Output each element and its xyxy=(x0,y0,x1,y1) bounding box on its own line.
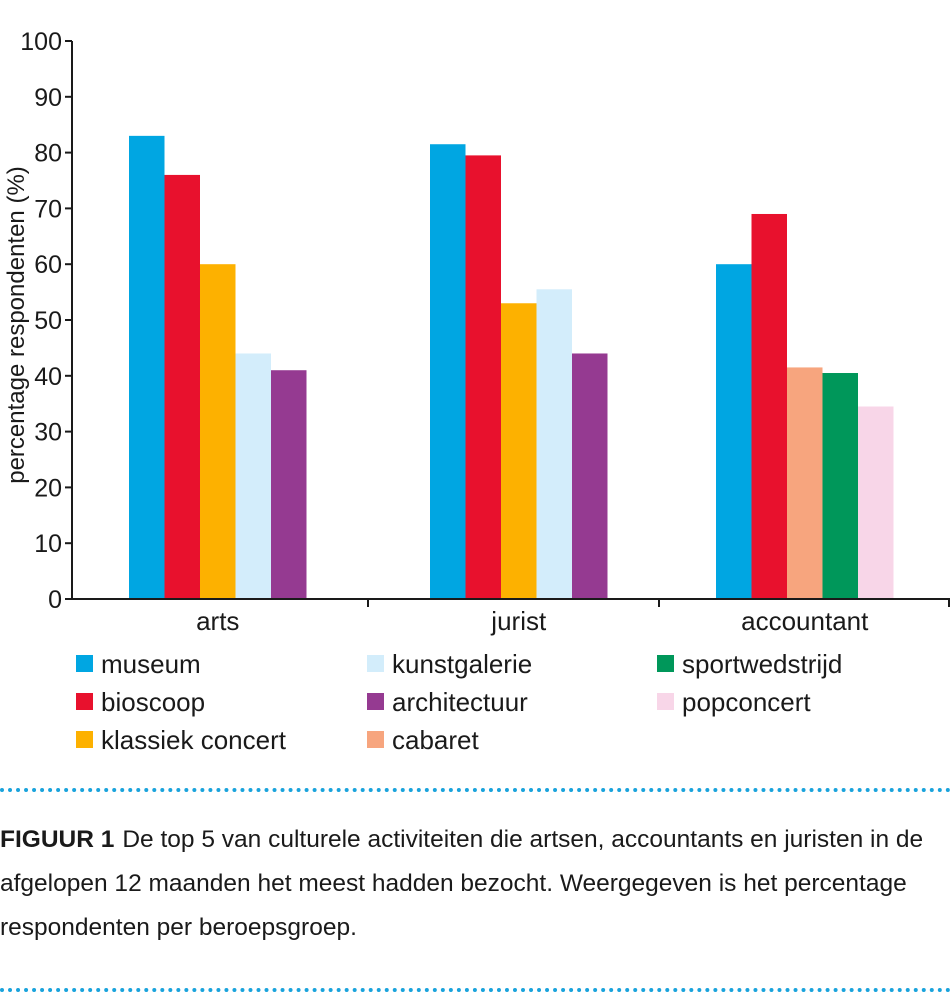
bar-arts-kunstgalerie xyxy=(235,353,271,599)
bar-accountant-cabaret xyxy=(787,367,823,599)
y-axis-ticks: 0 10 20 30 40 50 60 70 80 90 100 xyxy=(20,28,72,614)
bar-accountant-bioscoop xyxy=(751,213,787,600)
bar-accountant-sportwedstrijd xyxy=(822,373,858,599)
legend-label-popconcert: popconcert xyxy=(682,687,811,717)
legend-swatch-museum xyxy=(76,655,93,672)
legend-label-architectuur: architectuur xyxy=(392,687,528,717)
bar-accountant-popconcert xyxy=(858,406,894,599)
y-tick-label: 60 xyxy=(34,251,62,279)
y-tick-label: 20 xyxy=(34,474,62,502)
bars xyxy=(129,135,894,600)
figure-caption: FIGUUR 1 De top 5 van culturele activitei… xyxy=(0,818,951,950)
bar-chart: percentage respondenten (%) 0 10 20 30 40 50 6… xyxy=(3,28,950,755)
legend-label-museum: museum xyxy=(101,649,201,679)
legend-label-bioscoop: bioscoop xyxy=(101,687,205,717)
category-label-accountant: accountant xyxy=(741,606,869,636)
divider-bottom xyxy=(0,988,951,992)
bar-jurist-kunstgalerie xyxy=(536,289,572,599)
bar-jurist-museum xyxy=(430,144,466,600)
bar-arts-klassiek-concert xyxy=(200,264,236,599)
y-tick-label: 10 xyxy=(34,530,62,558)
legend-swatch-popconcert xyxy=(657,693,674,710)
y-tick-label: 90 xyxy=(34,84,62,112)
bar-jurist-klassiek-concert xyxy=(501,303,537,599)
y-tick-label: 40 xyxy=(34,363,62,391)
category-label-arts: arts xyxy=(196,606,239,636)
legend-swatch-klassiek-concert xyxy=(76,731,93,748)
y-tick-label: 0 xyxy=(48,586,62,614)
bar-accountant-museum xyxy=(716,264,752,599)
legend-label-cabaret: cabaret xyxy=(392,725,479,755)
legend: museum bioscoop klassiek concert kunstgaler… xyxy=(76,649,842,755)
y-axis-label: percentage respondenten (%) xyxy=(3,166,30,484)
y-tick-label: 30 xyxy=(34,419,62,447)
y-tick-label: 50 xyxy=(34,307,62,335)
bar-arts-museum xyxy=(129,135,165,600)
legend-swatch-cabaret xyxy=(367,731,384,748)
legend-label-kunstgalerie: kunstgalerie xyxy=(392,649,532,679)
legend-swatch-kunstgalerie xyxy=(367,655,384,672)
bar-arts-architectuur xyxy=(271,370,307,599)
legend-swatch-sportwedstrijd xyxy=(657,655,674,672)
axes xyxy=(71,41,950,607)
bar-arts-bioscoop xyxy=(164,174,200,600)
bar-jurist-bioscoop xyxy=(465,155,501,599)
legend-label-sportwedstrijd: sportwedstrijd xyxy=(682,649,842,679)
caption-label: FIGUUR 1 xyxy=(0,826,115,853)
y-tick-label: 100 xyxy=(20,28,62,56)
y-tick-label: 80 xyxy=(34,140,62,168)
legend-swatch-architectuur xyxy=(367,693,384,710)
divider-top xyxy=(0,788,951,792)
y-tick-label: 70 xyxy=(34,195,62,223)
category-labels: arts jurist accountant xyxy=(196,606,869,636)
caption-text: De top 5 van culturele activiteiten die … xyxy=(0,826,924,941)
legend-swatch-bioscoop xyxy=(76,693,93,710)
bar-jurist-architectuur xyxy=(572,353,608,599)
category-label-jurist: jurist xyxy=(490,606,547,636)
y-axis-label-group: percentage respondenten (%) xyxy=(3,166,30,484)
legend-label-klassiek-concert: klassiek concert xyxy=(101,725,287,755)
